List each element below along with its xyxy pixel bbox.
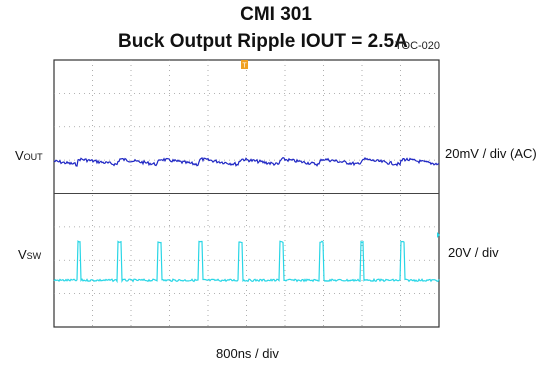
vsw-level-arrow-icon (437, 232, 440, 238)
vsw-label: VSW (18, 247, 42, 262)
x-axis-label: 800ns / div (216, 346, 279, 361)
vsw-scale-label: 20V / div (448, 245, 499, 260)
vout-label: VOUT (15, 148, 43, 163)
chart-title: CMI 301 (240, 4, 312, 25)
graticule (54, 60, 439, 327)
vsw-trace (53, 240, 440, 284)
figure-reference: TOC-020 (395, 40, 441, 52)
vout-scale-label: 20mV / div (AC) (445, 146, 537, 161)
trigger-marker: T (241, 60, 248, 70)
chart-subtitle: Buck Output Ripple IOUT = 2.5A (118, 31, 408, 52)
vout-trace (53, 156, 440, 167)
trigger-marker-text: T (242, 63, 247, 70)
